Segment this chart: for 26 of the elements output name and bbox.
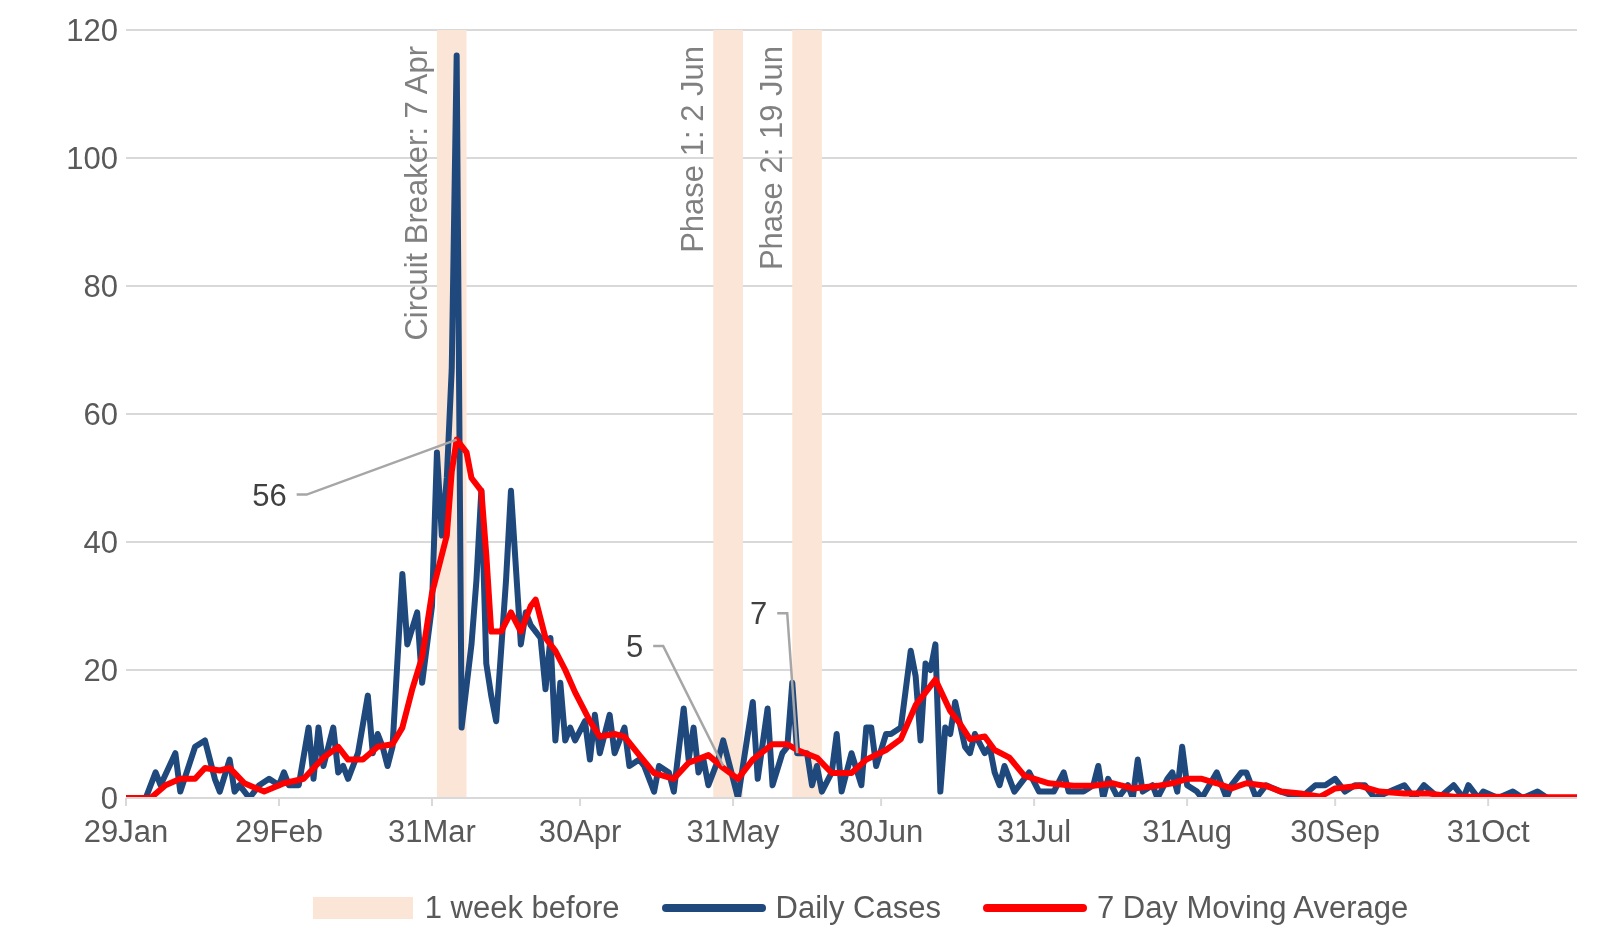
x-tick-label: 29Jan [83,814,169,850]
text: 1 week before [423,890,620,926]
band-label: Phase 1: 2 Jun [675,46,711,253]
x-tick-label: 31May [686,814,781,850]
x-tick-label: 30Jun [838,814,924,850]
legend-label: Daily Cases [774,890,941,926]
y-tick-label: 60 [83,397,118,433]
x-tick-label: 31Jul [997,814,1072,850]
x-tick-label: 29Feb [235,814,323,850]
annotation: 5 [625,629,644,664]
band-label: Circuit Breaker: 7 Apr [398,46,434,341]
x-tick-label: 31Aug [1142,814,1232,850]
x-tick-label: 31Oct [1446,814,1530,850]
x-tick-label: 30Apr [538,814,622,850]
y-tick-label: 80 [83,269,118,305]
y-tick-label: 120 [66,13,118,49]
y-tick-label: 40 [83,525,118,561]
annotation: 7 [749,596,768,632]
y-tick-label: 100 [66,141,118,177]
x-tick-label: 31Mar [388,814,476,850]
annotation: 56 [252,477,287,513]
y-tick-label: 0 [100,781,118,817]
band-label: Phase 2: 19 Jun [754,46,790,271]
y-tick-label: 20 [83,653,118,689]
x-tick-label: 30Sep [1290,814,1380,850]
legend-label: 7 Day Moving Average [1095,890,1409,926]
